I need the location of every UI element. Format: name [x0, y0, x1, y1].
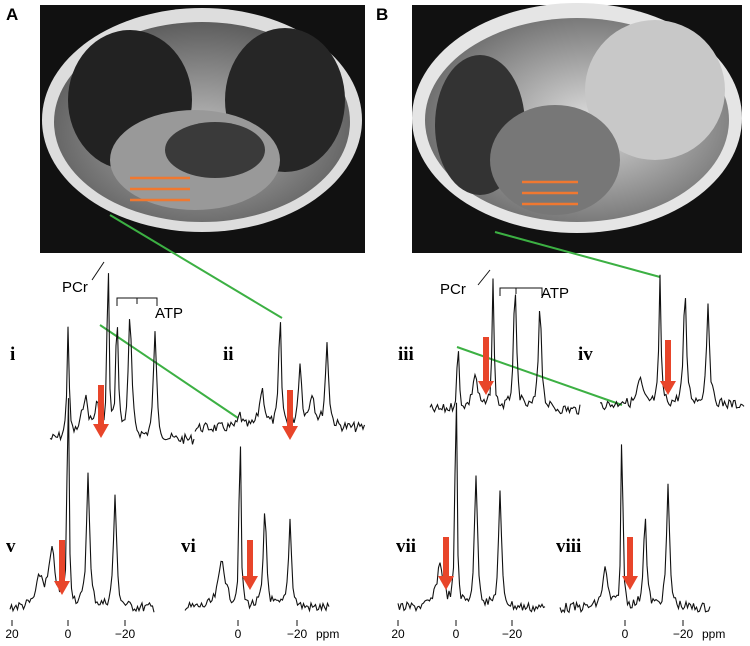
- spectrum-label: vii: [396, 536, 416, 557]
- bracket: [91, 261, 543, 306]
- spectrum-label: iv: [578, 344, 593, 365]
- mri-image: [412, 3, 742, 253]
- arrow: [438, 537, 454, 590]
- tick-label: −20: [673, 627, 694, 641]
- tick-label: 0: [235, 627, 242, 641]
- spectrum: [184, 446, 330, 613]
- spectrum-label: viii: [556, 536, 581, 557]
- tick-label: 20: [5, 627, 19, 641]
- tick-label: 0: [65, 627, 72, 641]
- arrow: [54, 540, 70, 595]
- spectrum: [559, 444, 711, 614]
- arrow: [622, 537, 638, 590]
- spectrum-label: vi: [181, 536, 196, 557]
- mri-image: [40, 5, 365, 253]
- annotation: ATP: [155, 305, 183, 322]
- axis-unit: ppm: [702, 627, 725, 641]
- spectrum: [600, 274, 745, 411]
- annotation: PCr: [440, 281, 466, 298]
- spectrum: [194, 322, 366, 433]
- tick-label: −20: [115, 627, 136, 641]
- tick-label: 20: [391, 627, 405, 641]
- spectrum-label: v: [6, 536, 16, 557]
- arrow: [660, 340, 676, 395]
- panel-label: B: [376, 5, 388, 24]
- spectrum-label: ii: [223, 344, 234, 365]
- spectrum: [397, 402, 546, 613]
- panel-label: A: [6, 5, 18, 24]
- spectrum: [49, 273, 195, 445]
- arrow: [242, 540, 258, 590]
- axis-unit: ppm: [316, 627, 339, 641]
- spectrum-label: i: [10, 344, 15, 365]
- spectrum: [9, 398, 155, 613]
- annotation: ATP: [541, 285, 569, 302]
- tick-label: −20: [287, 627, 308, 641]
- spectrum: [429, 278, 581, 415]
- tick-label: 0: [622, 627, 629, 641]
- arrow: [478, 337, 494, 395]
- tick-label: −20: [502, 627, 523, 641]
- spectrum-label: iii: [398, 344, 414, 365]
- annotation: PCr: [62, 279, 88, 296]
- arrow: [282, 390, 298, 440]
- arrow: [93, 385, 109, 438]
- axis-ticks: [11, 620, 684, 626]
- tick-label: 0: [453, 627, 460, 641]
